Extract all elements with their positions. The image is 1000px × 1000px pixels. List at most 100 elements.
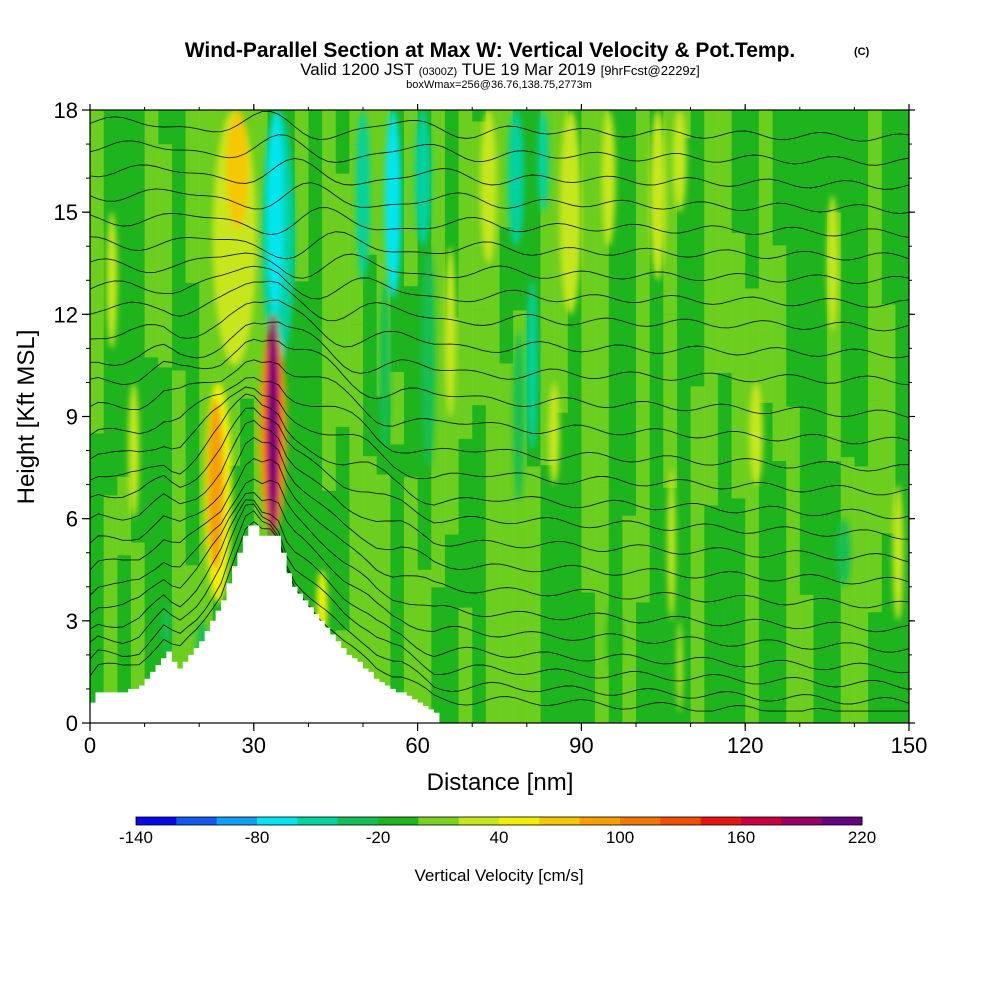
velocity-cell [554,644,569,723]
colorbar-swatch [337,817,379,825]
velocity-cell [144,357,159,497]
velocity-cell [799,110,814,524]
velocity-cell [144,110,159,358]
axes: 0 30 60 90 120 150 0 3 6 9 12 15 18 [54,98,928,758]
velocity-cell [90,433,105,606]
velocity-cell [636,602,651,723]
velocity-cell [868,110,883,166]
isentrope-line [90,321,909,386]
velocity-cell [704,505,719,574]
velocity-cell [854,466,869,723]
velocity-cell [636,425,651,603]
velocity-cell [745,576,760,723]
velocity-cell [758,577,774,723]
velocity-cell [130,147,146,417]
velocity-cell [840,110,855,137]
velocity-cell [308,110,323,334]
velocity-feature [717,586,729,655]
velocity-cell [649,540,664,639]
velocity-cell [526,110,541,210]
x-tick-label: 0 [84,733,96,758]
velocity-cell [854,397,869,467]
velocity-cell [458,607,473,723]
velocity-feature [537,110,549,213]
isentrope-line [90,376,909,472]
chart-subtitle: Valid 1200 JST (0300Z) TUE 19 Mar 2019 [… [300,60,700,79]
colorbar-frame [135,816,863,826]
chart-subtitle-boxwmax: boxWmax=256@36.76,138.75,2773m [406,79,592,91]
velocity-cell [90,110,105,434]
y-tick-label: 12 [54,302,78,327]
velocity-cell [895,605,909,723]
velocity-cell [472,490,487,723]
velocity-cell [813,110,828,517]
velocity-cell [772,461,787,723]
colorbar-swatch [136,817,177,825]
colorbar-swatch [821,817,863,825]
isentrope-line [90,419,909,563]
velocity-cell [513,486,528,723]
chart-title: Wind-Parallel Section at Max W: Vertical… [185,39,796,62]
velocity-cell [868,165,883,401]
subtitle-forecast-hour: [9hrFcst@2229z] [601,63,700,78]
velocity-cell [513,110,528,118]
velocity-cell [472,405,487,491]
velocity-feature [548,382,560,485]
terrain-profile [90,525,440,723]
velocity-cell [103,495,118,723]
velocity-cell [581,387,596,593]
isentrope-line [90,265,909,308]
velocity-cell [403,110,419,287]
velocity-cell [636,110,651,426]
colorbar-tick-label: -20 [366,828,391,847]
velocity-cell [717,110,733,373]
velocity-cell [185,110,200,283]
velocity-cell [117,210,132,477]
velocity-cell [335,173,350,427]
velocity-feature [749,382,763,485]
velocity-feature [267,110,284,315]
colorbar-tick-label: -80 [245,828,270,847]
x-axis-label: Distance [nm] [427,769,574,796]
velocity-cell [103,411,118,496]
colorbar-swatch [418,817,460,825]
isentrope-line [90,299,909,359]
velocity-cell [799,594,814,723]
velocity-cell [622,110,637,445]
velocity-cell [827,460,842,723]
velocity-cell [758,334,774,403]
velocity-cell [540,465,555,606]
colorbar-swatch [378,817,419,825]
velocity-feature [507,110,525,247]
velocity-feature [207,399,224,570]
isentrope-line [90,510,909,705]
velocity-cell [240,398,255,472]
velocity-feature [106,212,118,349]
velocity-cell [417,569,432,723]
colorbar-tick-label: -140 [119,828,153,847]
velocity-cell [472,309,487,406]
velocity-feature [559,110,582,315]
y-axis-label: Height [Kft MSL] [13,330,40,505]
velocity-cell [690,495,705,723]
velocity-cell [772,110,787,246]
velocity-cell [827,110,842,213]
y-tick-label: 9 [66,405,78,430]
velocity-cell [881,110,896,213]
velocity-cell [622,444,637,516]
velocity-cell [499,627,514,723]
velocity-cell [772,245,787,462]
velocity-cell [786,110,801,407]
colorbar-tick-label: 220 [848,828,876,847]
velocity-feature [480,110,497,264]
velocity-cell [881,304,896,534]
velocity-feature [444,246,456,417]
velocity-feature [892,484,904,621]
isentrope-line [90,110,909,142]
velocity-cell [171,110,187,371]
isentrope-line [90,499,909,674]
velocity-cell [403,607,419,723]
x-tick-label: 120 [727,733,764,758]
colorbar-swatch [781,817,823,825]
